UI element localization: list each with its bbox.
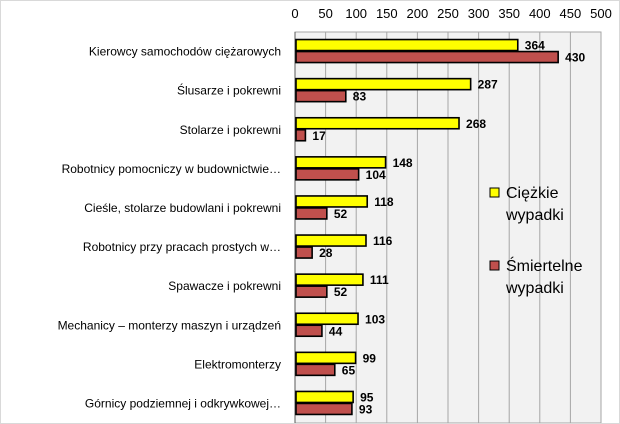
- data-label: 65: [342, 363, 356, 377]
- bar-smiertelne: [295, 128, 307, 142]
- x-tick-label: 400: [529, 6, 551, 21]
- data-label: 44: [329, 324, 343, 338]
- bar-ciezkie: [295, 116, 460, 130]
- bar-ciezkie: [295, 312, 359, 326]
- x-tick-label: 0: [291, 6, 298, 21]
- category-label: Cieśle, stolarze budowlani i pokrewni: [84, 201, 281, 215]
- data-label: 95: [360, 390, 374, 404]
- category-label: Spawacze i pokrewni: [168, 279, 281, 293]
- data-label: 99: [363, 351, 377, 365]
- legend-label: Ciężkie: [506, 185, 559, 202]
- legend-label: Śmiertelne: [506, 256, 583, 275]
- x-tick-label: 150: [376, 6, 398, 21]
- bar-smiertelne: [295, 324, 323, 338]
- category-label: Górnicy podziemnej i odkrywkowej…: [85, 396, 281, 410]
- data-label: 93: [359, 402, 373, 416]
- data-label: 268: [466, 117, 486, 131]
- category-label: Kierowcy samochodów ciężarowych: [89, 45, 281, 59]
- data-label: 116: [373, 234, 393, 248]
- bar-ciezkie: [295, 77, 472, 91]
- data-label: 287: [478, 78, 498, 92]
- bar-smiertelne: [295, 285, 328, 298]
- x-tick-label: 200: [407, 6, 429, 21]
- legend-swatch: [489, 260, 500, 271]
- bar-smiertelne: [295, 89, 347, 103]
- bar-smiertelne: [295, 207, 328, 220]
- x-tick-label: 250: [437, 6, 459, 21]
- bar-smiertelne: [295, 246, 313, 259]
- x-tick-label: 450: [560, 6, 582, 21]
- data-label: 104: [366, 168, 386, 182]
- legend-swatch: [489, 187, 500, 198]
- data-label: 52: [334, 285, 348, 299]
- category-label: Robotnicy pomocniczy w budownictwie…: [62, 162, 281, 176]
- x-tick-label: 300: [468, 6, 490, 21]
- bar-smiertelne: [295, 50, 559, 64]
- x-tick-label: 100: [345, 6, 367, 21]
- data-label: 103: [365, 312, 385, 326]
- category-label: Robotnicy przy pracach prostych w…: [83, 240, 281, 254]
- data-label: 430: [565, 51, 585, 65]
- bar-smiertelne: [295, 168, 360, 181]
- data-label: 118: [374, 195, 394, 209]
- x-tick-label: 500: [590, 6, 612, 21]
- category-label: Ślusarze i pokrewni: [177, 83, 281, 98]
- bar-ciezkie: [295, 351, 357, 365]
- data-label: 52: [334, 207, 348, 221]
- bar-ciezkie: [295, 156, 387, 169]
- data-label: 148: [393, 156, 413, 170]
- bar-smiertelne: [295, 363, 336, 377]
- data-label: 111: [370, 273, 389, 287]
- category-label: Stolarze i pokrewni: [180, 123, 281, 137]
- bar-ciezkie: [295, 390, 354, 404]
- legend-label: wypadki: [505, 280, 564, 297]
- bar-smiertelne: [295, 402, 353, 416]
- x-tick-label: 50: [318, 6, 332, 21]
- bar-ciezkie: [295, 273, 364, 286]
- x-tick-label: 350: [498, 6, 520, 21]
- bar-ciezkie: [295, 234, 367, 247]
- legend-label: wypadki: [505, 207, 564, 224]
- bar-ciezkie: [295, 195, 369, 208]
- category-label: Elektromonterzy: [194, 357, 281, 371]
- data-label: 83: [353, 90, 367, 104]
- bar-ciezkie: [295, 38, 519, 52]
- category-label: Mechanicy – monterzy maszyn i urządzeń: [58, 318, 281, 332]
- data-label: 364: [525, 39, 545, 53]
- data-label: 28: [319, 246, 333, 260]
- data-label: 17: [312, 129, 326, 143]
